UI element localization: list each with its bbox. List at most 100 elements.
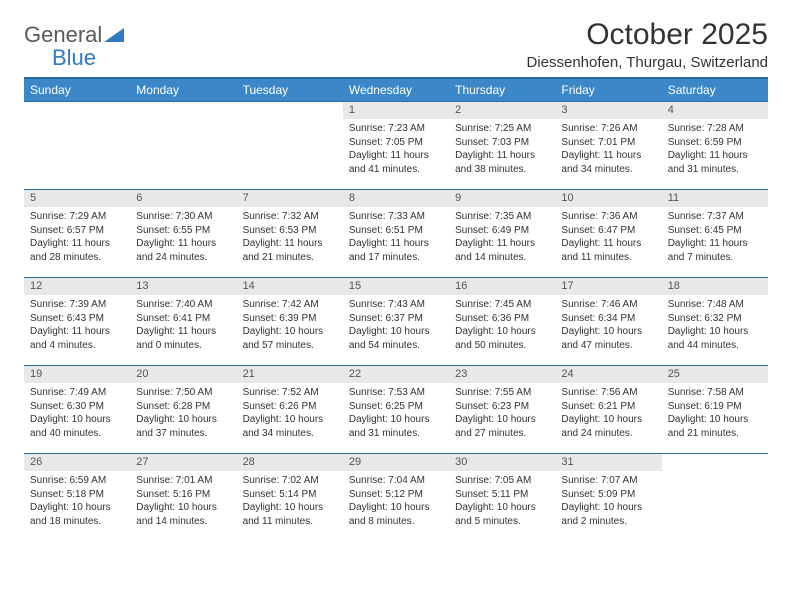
day-detail: Sunrise: 7:49 AMSunset: 6:30 PMDaylight:… bbox=[24, 383, 130, 442]
calendar-cell: 16Sunrise: 7:45 AMSunset: 6:36 PMDayligh… bbox=[449, 278, 555, 366]
calendar-week-row: 26Sunrise: 6:59 AMSunset: 5:18 PMDayligh… bbox=[24, 454, 768, 542]
day-detail: Sunrise: 7:04 AMSunset: 5:12 PMDaylight:… bbox=[343, 471, 449, 530]
title-block: October 2025 Diessenhofen, Thurgau, Swit… bbox=[526, 18, 768, 71]
day-header-row: SundayMondayTuesdayWednesdayThursdayFrid… bbox=[24, 78, 768, 102]
calendar-cell: 20Sunrise: 7:50 AMSunset: 6:28 PMDayligh… bbox=[130, 366, 236, 454]
day-number: 15 bbox=[343, 278, 449, 295]
day-detail: Sunrise: 7:56 AMSunset: 6:21 PMDaylight:… bbox=[555, 383, 661, 442]
calendar-cell: 27Sunrise: 7:01 AMSunset: 5:16 PMDayligh… bbox=[130, 454, 236, 542]
calendar-cell: 8Sunrise: 7:33 AMSunset: 6:51 PMDaylight… bbox=[343, 190, 449, 278]
day-detail: Sunrise: 7:39 AMSunset: 6:43 PMDaylight:… bbox=[24, 295, 130, 354]
day-detail: Sunrise: 7:52 AMSunset: 6:26 PMDaylight:… bbox=[237, 383, 343, 442]
day-number: 5 bbox=[24, 190, 130, 207]
calendar-week-row: 19Sunrise: 7:49 AMSunset: 6:30 PMDayligh… bbox=[24, 366, 768, 454]
day-number: 21 bbox=[237, 366, 343, 383]
calendar-cell bbox=[662, 454, 768, 542]
day-header: Saturday bbox=[662, 78, 768, 102]
day-detail: Sunrise: 7:05 AMSunset: 5:11 PMDaylight:… bbox=[449, 471, 555, 530]
calendar-cell: 4Sunrise: 7:28 AMSunset: 6:59 PMDaylight… bbox=[662, 102, 768, 190]
day-detail: Sunrise: 7:42 AMSunset: 6:39 PMDaylight:… bbox=[237, 295, 343, 354]
day-header: Monday bbox=[130, 78, 236, 102]
calendar-cell: 2Sunrise: 7:25 AMSunset: 7:03 PMDaylight… bbox=[449, 102, 555, 190]
day-number: 29 bbox=[343, 454, 449, 471]
calendar-cell bbox=[130, 102, 236, 190]
calendar-cell: 18Sunrise: 7:48 AMSunset: 6:32 PMDayligh… bbox=[662, 278, 768, 366]
day-number: 30 bbox=[449, 454, 555, 471]
calendar-cell: 1Sunrise: 7:23 AMSunset: 7:05 PMDaylight… bbox=[343, 102, 449, 190]
day-number: 8 bbox=[343, 190, 449, 207]
day-detail: Sunrise: 7:55 AMSunset: 6:23 PMDaylight:… bbox=[449, 383, 555, 442]
day-number: 4 bbox=[662, 102, 768, 119]
calendar-cell: 21Sunrise: 7:52 AMSunset: 6:26 PMDayligh… bbox=[237, 366, 343, 454]
calendar-cell: 23Sunrise: 7:55 AMSunset: 6:23 PMDayligh… bbox=[449, 366, 555, 454]
day-detail: Sunrise: 7:37 AMSunset: 6:45 PMDaylight:… bbox=[662, 207, 768, 266]
day-number: 31 bbox=[555, 454, 661, 471]
day-detail: Sunrise: 7:33 AMSunset: 6:51 PMDaylight:… bbox=[343, 207, 449, 266]
calendar-cell: 24Sunrise: 7:56 AMSunset: 6:21 PMDayligh… bbox=[555, 366, 661, 454]
day-number: 22 bbox=[343, 366, 449, 383]
day-detail: Sunrise: 7:28 AMSunset: 6:59 PMDaylight:… bbox=[662, 119, 768, 178]
day-detail: Sunrise: 7:45 AMSunset: 6:36 PMDaylight:… bbox=[449, 295, 555, 354]
calendar-cell: 11Sunrise: 7:37 AMSunset: 6:45 PMDayligh… bbox=[662, 190, 768, 278]
day-number: 7 bbox=[237, 190, 343, 207]
day-number: 6 bbox=[130, 190, 236, 207]
calendar-cell: 26Sunrise: 6:59 AMSunset: 5:18 PMDayligh… bbox=[24, 454, 130, 542]
day-number: 24 bbox=[555, 366, 661, 383]
day-detail: Sunrise: 7:32 AMSunset: 6:53 PMDaylight:… bbox=[237, 207, 343, 266]
day-detail: Sunrise: 7:35 AMSunset: 6:49 PMDaylight:… bbox=[449, 207, 555, 266]
calendar-cell: 13Sunrise: 7:40 AMSunset: 6:41 PMDayligh… bbox=[130, 278, 236, 366]
day-number: 10 bbox=[555, 190, 661, 207]
calendar-cell bbox=[24, 102, 130, 190]
day-number: 2 bbox=[449, 102, 555, 119]
calendar-cell: 17Sunrise: 7:46 AMSunset: 6:34 PMDayligh… bbox=[555, 278, 661, 366]
calendar-cell: 15Sunrise: 7:43 AMSunset: 6:37 PMDayligh… bbox=[343, 278, 449, 366]
calendar-cell: 19Sunrise: 7:49 AMSunset: 6:30 PMDayligh… bbox=[24, 366, 130, 454]
day-number: 18 bbox=[662, 278, 768, 295]
brand-triangle-icon bbox=[104, 28, 124, 47]
day-detail: Sunrise: 7:43 AMSunset: 6:37 PMDaylight:… bbox=[343, 295, 449, 354]
day-header: Thursday bbox=[449, 78, 555, 102]
brand-word2: Blue bbox=[24, 45, 96, 70]
day-number: 19 bbox=[24, 366, 130, 383]
day-detail: Sunrise: 7:48 AMSunset: 6:32 PMDaylight:… bbox=[662, 295, 768, 354]
calendar-cell: 5Sunrise: 7:29 AMSunset: 6:57 PMDaylight… bbox=[24, 190, 130, 278]
calendar-cell: 28Sunrise: 7:02 AMSunset: 5:14 PMDayligh… bbox=[237, 454, 343, 542]
day-number: 17 bbox=[555, 278, 661, 295]
day-detail: Sunrise: 7:29 AMSunset: 6:57 PMDaylight:… bbox=[24, 207, 130, 266]
day-detail: Sunrise: 7:30 AMSunset: 6:55 PMDaylight:… bbox=[130, 207, 236, 266]
day-detail: Sunrise: 7:25 AMSunset: 7:03 PMDaylight:… bbox=[449, 119, 555, 178]
day-header: Sunday bbox=[24, 78, 130, 102]
calendar-cell: 9Sunrise: 7:35 AMSunset: 6:49 PMDaylight… bbox=[449, 190, 555, 278]
day-detail: Sunrise: 7:36 AMSunset: 6:47 PMDaylight:… bbox=[555, 207, 661, 266]
day-number: 1 bbox=[343, 102, 449, 119]
day-number: 3 bbox=[555, 102, 661, 119]
month-title: October 2025 bbox=[526, 18, 768, 52]
calendar-cell: 12Sunrise: 7:39 AMSunset: 6:43 PMDayligh… bbox=[24, 278, 130, 366]
calendar-head: SundayMondayTuesdayWednesdayThursdayFrid… bbox=[24, 78, 768, 102]
header: General Blue October 2025 Diessenhofen, … bbox=[24, 18, 768, 71]
day-number: 13 bbox=[130, 278, 236, 295]
day-detail: Sunrise: 7:23 AMSunset: 7:05 PMDaylight:… bbox=[343, 119, 449, 178]
calendar-cell: 10Sunrise: 7:36 AMSunset: 6:47 PMDayligh… bbox=[555, 190, 661, 278]
brand-word1: General bbox=[24, 22, 102, 47]
day-header: Friday bbox=[555, 78, 661, 102]
calendar-cell: 14Sunrise: 7:42 AMSunset: 6:39 PMDayligh… bbox=[237, 278, 343, 366]
calendar-cell: 29Sunrise: 7:04 AMSunset: 5:12 PMDayligh… bbox=[343, 454, 449, 542]
calendar-table: SundayMondayTuesdayWednesdayThursdayFrid… bbox=[24, 77, 768, 542]
day-number: 9 bbox=[449, 190, 555, 207]
day-header: Tuesday bbox=[237, 78, 343, 102]
calendar-cell: 3Sunrise: 7:26 AMSunset: 7:01 PMDaylight… bbox=[555, 102, 661, 190]
calendar-cell: 7Sunrise: 7:32 AMSunset: 6:53 PMDaylight… bbox=[237, 190, 343, 278]
calendar-cell bbox=[237, 102, 343, 190]
day-number: 25 bbox=[662, 366, 768, 383]
calendar-week-row: 1Sunrise: 7:23 AMSunset: 7:05 PMDaylight… bbox=[24, 102, 768, 190]
day-detail: Sunrise: 7:02 AMSunset: 5:14 PMDaylight:… bbox=[237, 471, 343, 530]
day-detail: Sunrise: 7:01 AMSunset: 5:16 PMDaylight:… bbox=[130, 471, 236, 530]
day-number: 11 bbox=[662, 190, 768, 207]
day-detail: Sunrise: 7:26 AMSunset: 7:01 PMDaylight:… bbox=[555, 119, 661, 178]
day-detail: Sunrise: 7:07 AMSunset: 5:09 PMDaylight:… bbox=[555, 471, 661, 530]
day-number: 23 bbox=[449, 366, 555, 383]
day-header: Wednesday bbox=[343, 78, 449, 102]
day-number: 14 bbox=[237, 278, 343, 295]
calendar-cell: 31Sunrise: 7:07 AMSunset: 5:09 PMDayligh… bbox=[555, 454, 661, 542]
